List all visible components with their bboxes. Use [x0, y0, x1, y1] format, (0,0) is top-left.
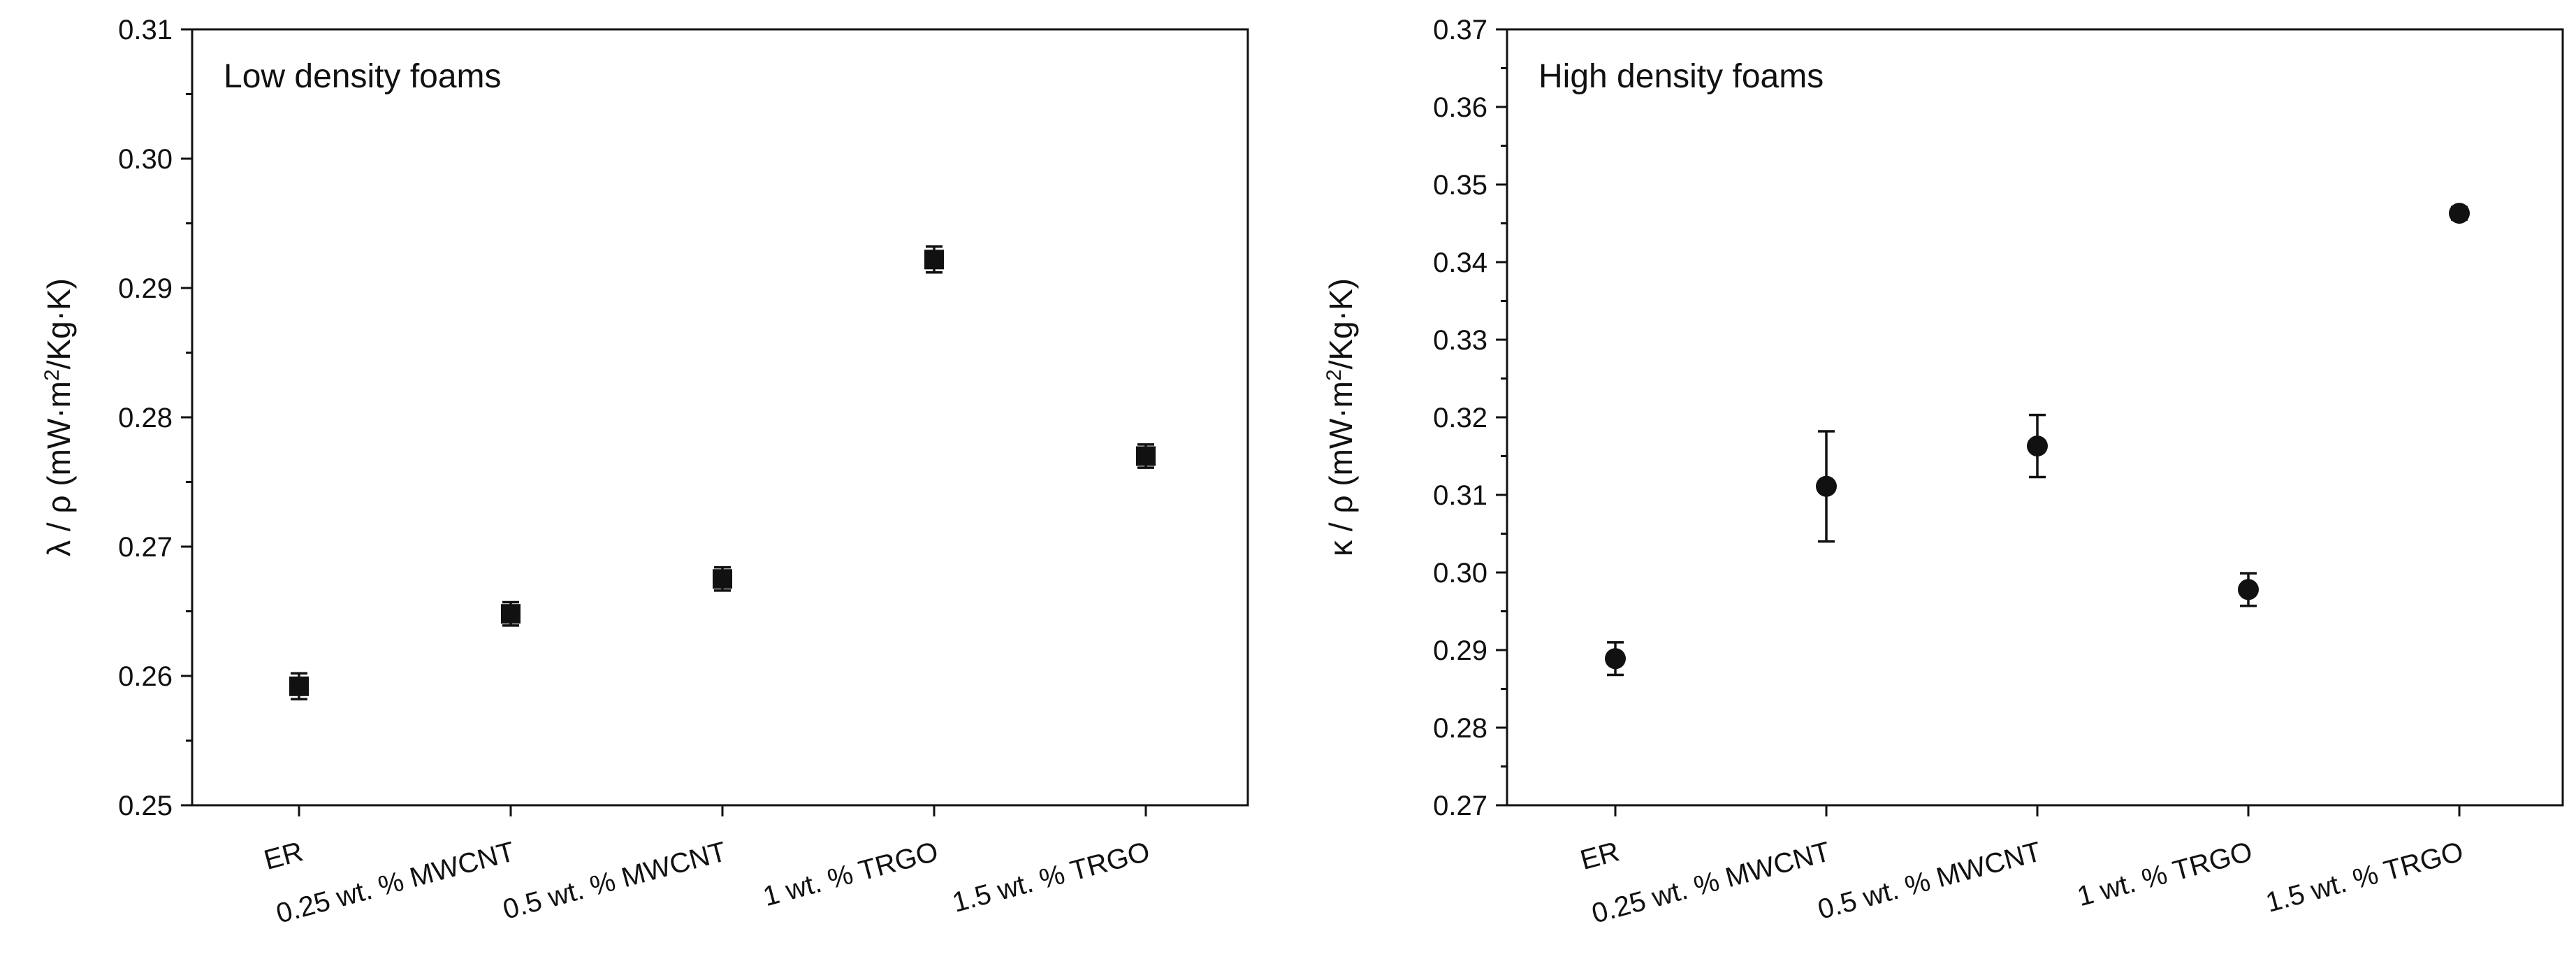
data-point: [1816, 475, 1837, 497]
y-tick-label: 0.36: [1433, 92, 1487, 123]
y-axis-label: λ / ρ (mW·m2/Kg·K): [41, 278, 77, 556]
data-points: [289, 245, 1156, 701]
x-tick-label: 0.5 wt. % MWCNT: [500, 836, 729, 925]
data-point: [289, 676, 309, 696]
y-tick-label: 0.27: [1433, 791, 1487, 821]
plot-frame: [1506, 28, 2564, 807]
y-tick-label: 0.29: [1433, 635, 1487, 666]
y-tick-label: 0.30: [118, 144, 173, 175]
data-point: [713, 569, 732, 589]
data-point: [2027, 435, 2048, 457]
y-tick-label: 0.31: [118, 15, 173, 45]
y-tick-label: 0.28: [118, 403, 173, 433]
panel-title: Low density foams: [224, 58, 502, 95]
data-point: [2238, 579, 2259, 600]
x-tick-label: 0.5 wt. % MWCNT: [1814, 836, 2044, 925]
data-points: [1605, 203, 2470, 677]
y-tick-label: 0.35: [1433, 170, 1487, 201]
y-axis-label-suffix: /Kg·K): [1323, 278, 1359, 369]
y-tick-label: 0.30: [1433, 558, 1487, 589]
y-tick-label: 0.37: [1433, 15, 1487, 45]
y-axis-label: κ / ρ (mW·m2/Kg·K): [1323, 278, 1359, 556]
x-tick-label: 0.25 wt. % MWCNT: [1589, 836, 1834, 929]
data-point: [1136, 446, 1156, 466]
y-tick-label: 0.31: [1433, 480, 1487, 511]
y-axis-label-sup: 2: [1323, 369, 1346, 381]
x-tick-label: ER: [261, 836, 306, 876]
panel-title: High density foams: [1538, 58, 1824, 95]
y-axis-label-sup: 2: [41, 369, 64, 381]
x-tick-label: 1 wt. % TRGO: [2074, 836, 2256, 912]
y-tick-label: 0.28: [1433, 713, 1487, 744]
data-point: [2449, 203, 2470, 224]
x-tick-label: 0.25 wt. % MWCNT: [273, 836, 518, 929]
data-point: [924, 250, 944, 270]
x-tick-label: ER: [1577, 836, 1622, 876]
y-tick-label: 0.26: [118, 661, 173, 692]
y-tick-label: 0.33: [1433, 325, 1487, 356]
panel-high-density: High density foams κ / ρ (mW·m2/Kg·K) 0.…: [1323, 15, 2564, 930]
y-axis-label-prefix: κ / ρ (mW·m: [1323, 381, 1359, 556]
data-point: [1605, 648, 1626, 670]
y-tick-label: 0.29: [118, 273, 173, 304]
y-ticks: 0.25 0.26 0.27 0.28 0.29 0.30 0.31: [118, 15, 192, 821]
x-tick-label: 1.5 wt. % TRGO: [2262, 836, 2466, 918]
y-tick-label: 0.32: [1433, 403, 1487, 433]
y-tick-label: 0.34: [1433, 247, 1487, 278]
y-tick-label: 0.27: [118, 532, 173, 563]
y-ticks: 0.27 0.28 0.29 0.30 0.31 0.32 0.33 0.34 0.35 0.36…: [1433, 15, 1507, 821]
data-point: [501, 604, 521, 624]
y-tick-label: 0.25: [118, 791, 173, 821]
x-tick-label: 1.5 wt. % TRGO: [949, 836, 1153, 918]
y-axis-label-suffix: /Kg·K): [41, 278, 77, 369]
x-tick-label: 1 wt. % TRGO: [760, 836, 942, 912]
plot-frame: [191, 28, 1249, 807]
y-axis-label-prefix: λ / ρ (mW·m: [41, 381, 77, 556]
panel-low-density: Low density foams λ / ρ (mW·m2/Kg·K) 0.2…: [41, 15, 1249, 930]
